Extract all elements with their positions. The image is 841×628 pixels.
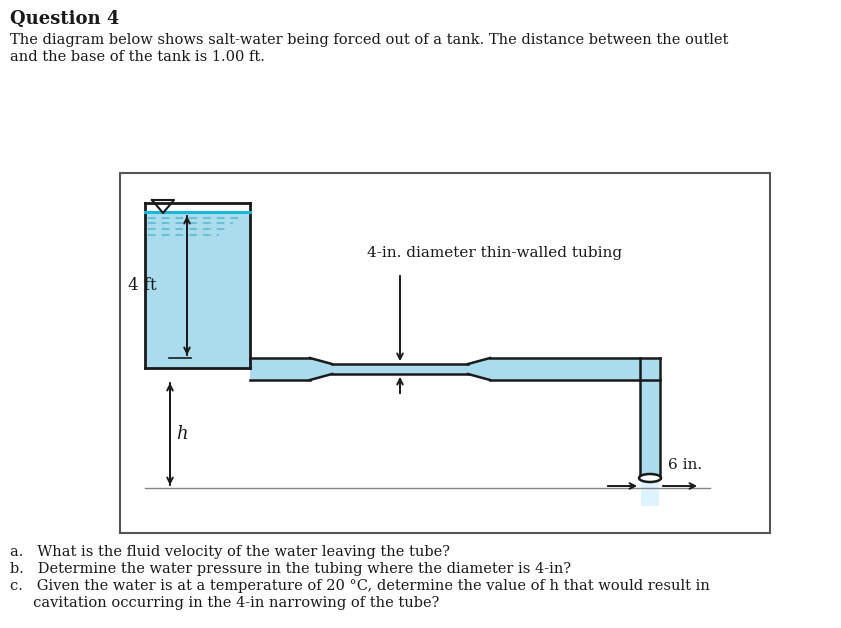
Bar [120, 173, 770, 533]
Text: a.   What is the fluid velocity of the water leaving the tube?: a. What is the fluid velocity of the wat… [10, 545, 450, 559]
Polygon shape [468, 358, 490, 380]
Bar [332, 364, 468, 374]
Text: 4-in. diameter thin-walled tubing: 4-in. diameter thin-walled tubing [368, 246, 622, 260]
Text: h: h [176, 425, 188, 443]
Text: b.   Determine the water pressure in the tubing where the diameter is 4-in?: b. Determine the water pressure in the t… [10, 562, 571, 576]
Bar [641, 478, 659, 506]
Text: The diagram below shows salt-water being forced out of a tank. The distance betw: The diagram below shows salt-water being… [10, 33, 728, 47]
Text: Question 4: Question 4 [10, 10, 119, 28]
Bar [145, 213, 250, 368]
Bar [490, 358, 640, 380]
Polygon shape [310, 358, 332, 380]
Bar [250, 358, 310, 380]
Bar [640, 358, 660, 478]
Ellipse shape [639, 474, 661, 482]
Text: c.   Given the water is at a temperature of 20 °C, determine the value of h that: c. Given the water is at a temperature o… [10, 579, 710, 593]
Text: and the base of the tank is 1.00 ft.: and the base of the tank is 1.00 ft. [10, 50, 265, 64]
Text: 6 in.: 6 in. [668, 458, 702, 472]
Text: 4 ft: 4 ft [129, 277, 157, 294]
Text: cavitation occurring in the 4-in narrowing of the tube?: cavitation occurring in the 4-in narrowi… [10, 596, 439, 610]
